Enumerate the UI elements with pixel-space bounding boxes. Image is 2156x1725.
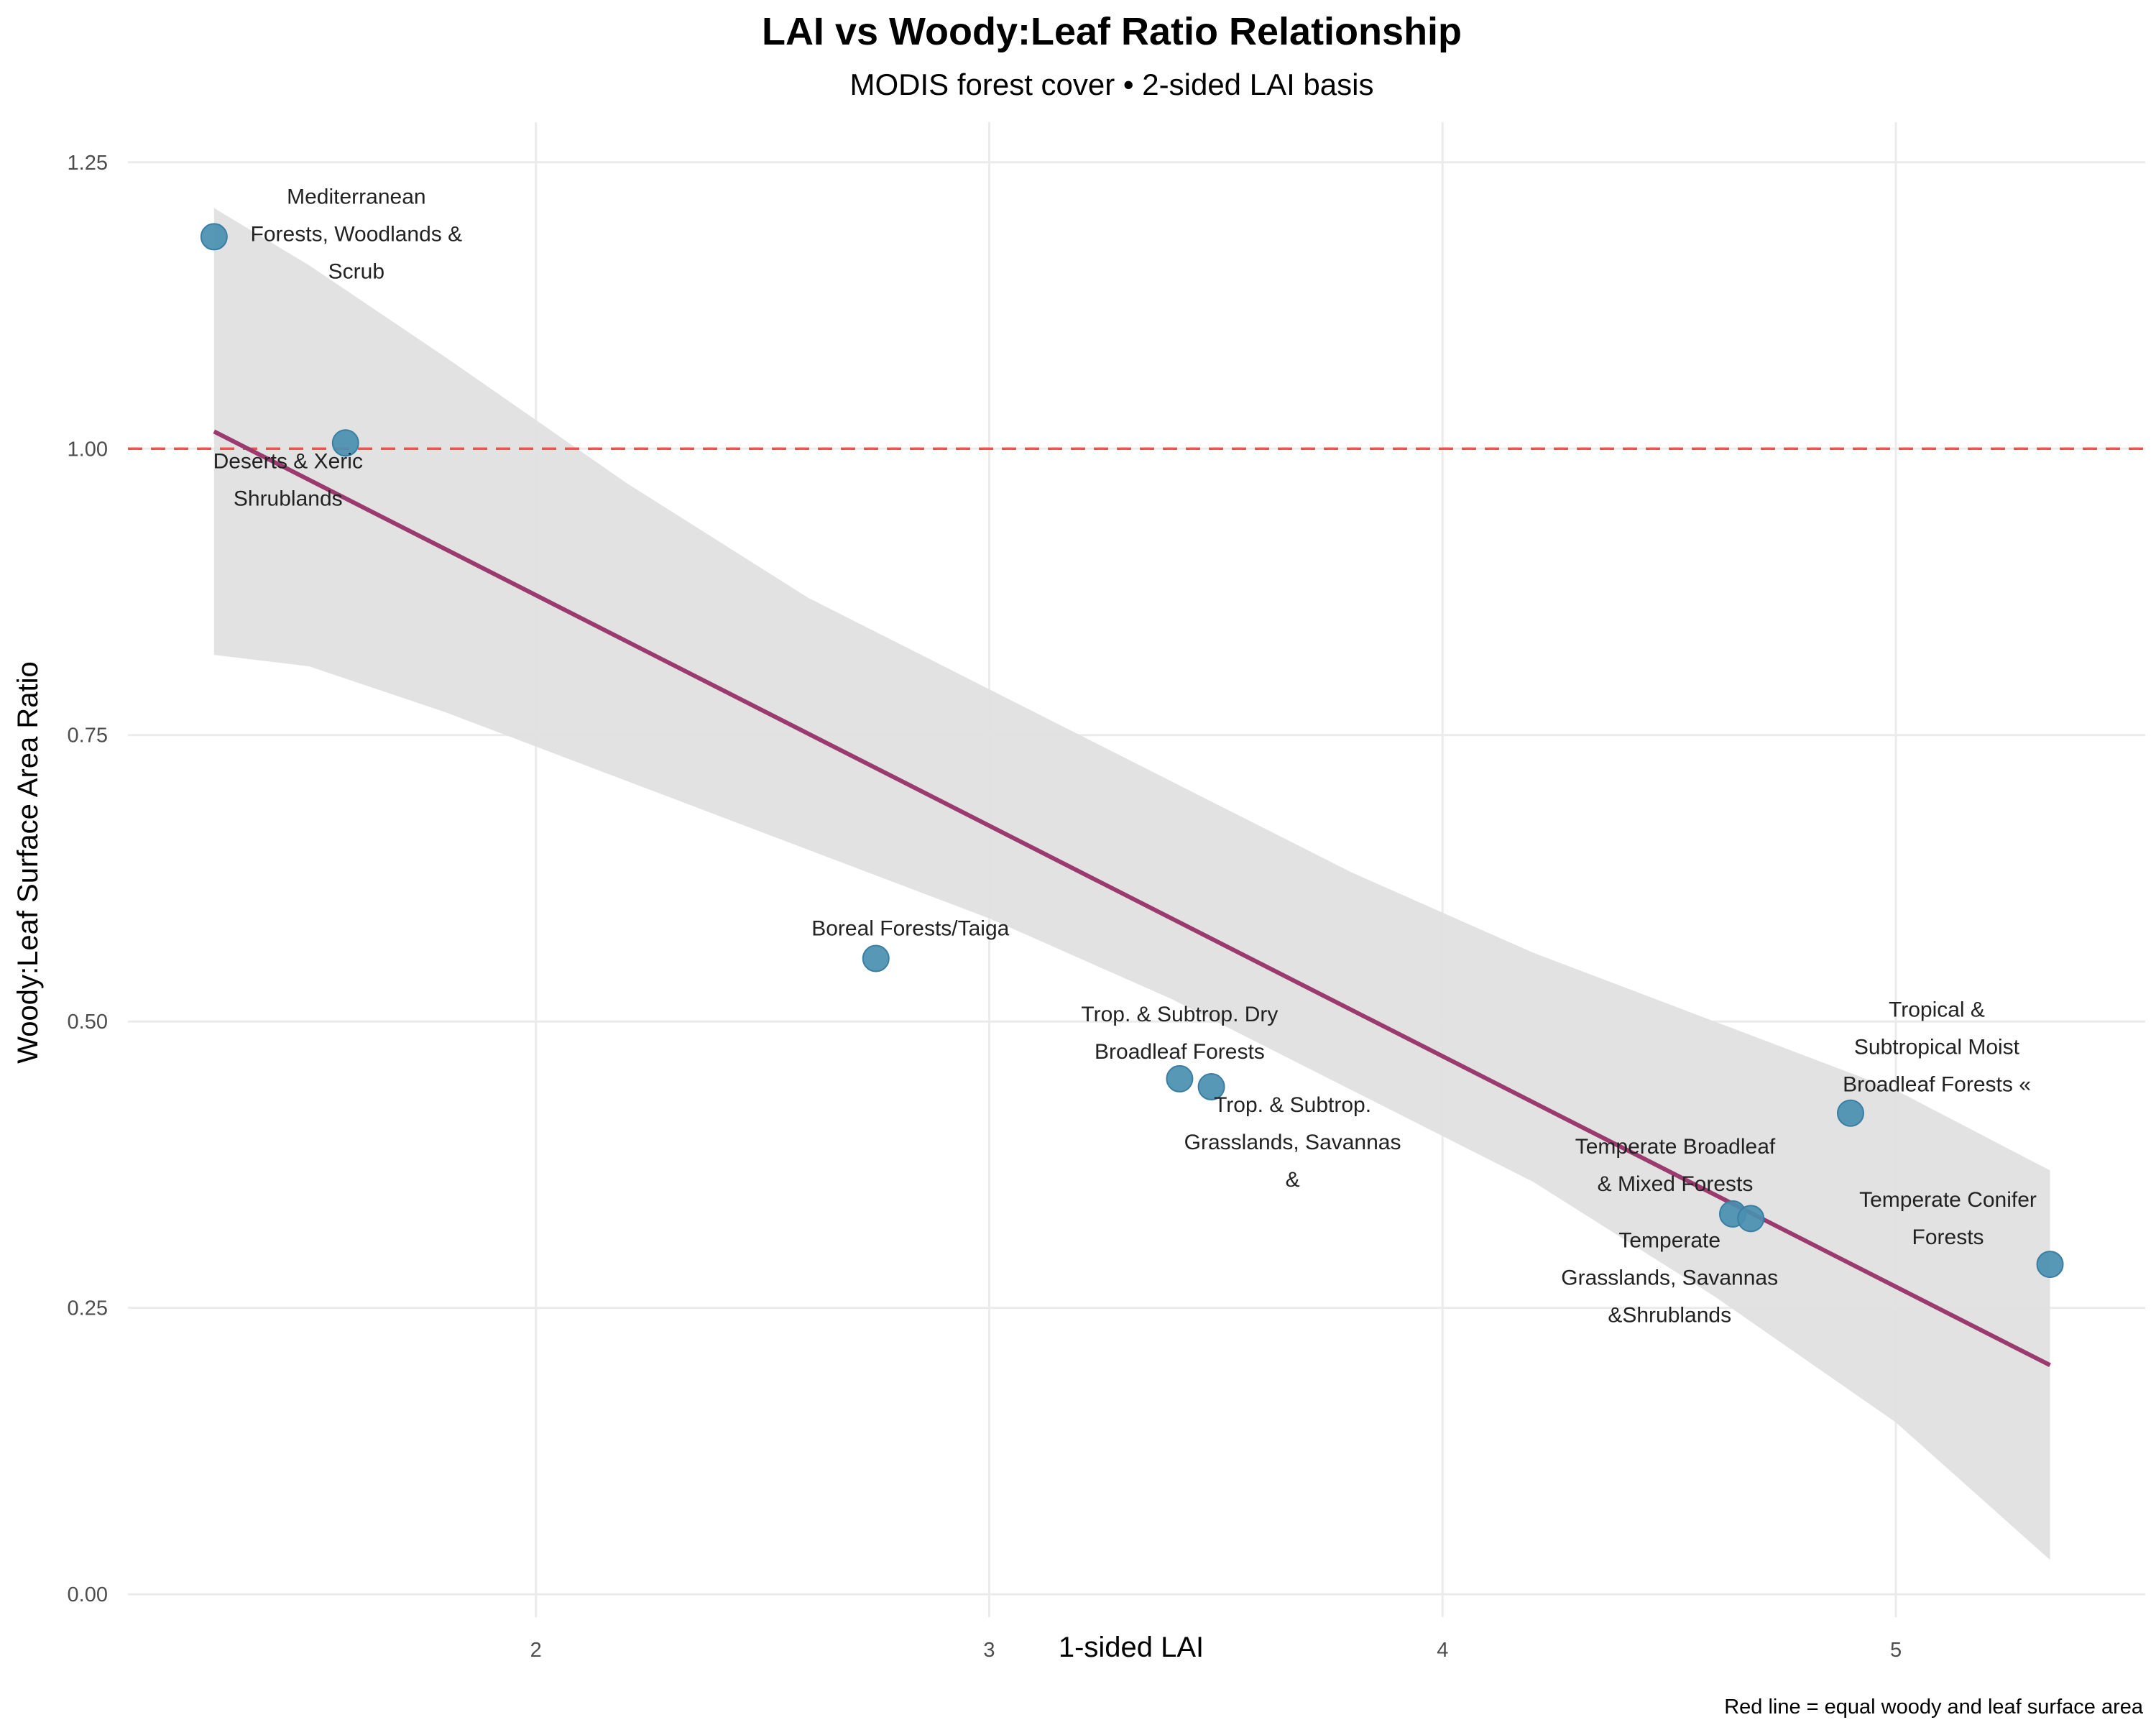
point-label: Deserts & Xeric Shrublands <box>213 449 363 510</box>
point-label: Temperate Grasslands, Savannas &Shrublands <box>1561 1228 1778 1327</box>
y-tick-label: 0.75 <box>68 724 108 748</box>
point-label-line: Scrub <box>328 259 384 283</box>
point-label-line: Temperate Broadleaf <box>1575 1135 1776 1159</box>
data-point <box>200 223 228 251</box>
data-point <box>1836 1099 1864 1127</box>
point-labels: Mediterranean Forests, Woodlands & Scrub De… <box>213 185 2037 1327</box>
point-label-line: &Shrublands <box>1608 1303 1731 1327</box>
point-label-line: Trop. & Subtrop. Dry <box>1081 1003 1278 1026</box>
point-label: Tropical & Subtropical Moist Broadleaf For… <box>1843 998 2031 1097</box>
trend-line-layer <box>213 429 2051 1368</box>
x-tick-label: 3 <box>983 1639 995 1662</box>
point-label-line: Trop. & Subtrop. <box>1214 1093 1371 1117</box>
point-label-line: Subtropical Moist <box>1854 1036 2020 1059</box>
point-label-line: Forests, Woodlands & <box>251 222 463 246</box>
data-point <box>1197 1073 1225 1101</box>
confidence-band-layer <box>213 208 2050 1560</box>
y-axis-label: Woody:Leaf Surface Area Ratio <box>12 661 44 1064</box>
chart-caption: Red line = equal woody and leaf surface … <box>1724 1696 2144 1719</box>
point-label-line: Broadleaf Forests <box>1095 1040 1265 1064</box>
data-point <box>1166 1064 1194 1092</box>
axis-ticks: 2 3 4 5 0.00 0.25 0.50 0.75 1.00 1.25 <box>68 152 1902 1662</box>
data-point <box>331 429 359 457</box>
x-tick-label: 5 <box>1890 1639 1902 1662</box>
point-label: Trop. & Subtrop. Grasslands, Savannas & <box>1184 1093 1401 1192</box>
confidence-band <box>213 208 2050 1560</box>
data-points <box>200 223 2064 1279</box>
data-point <box>862 944 890 972</box>
x-tick-label: 2 <box>530 1639 542 1662</box>
point-label: Trop. & Subtrop. Dry Broadleaf Forests <box>1081 1003 1278 1064</box>
point-label: Boreal Forests/Taiga <box>811 917 1009 941</box>
point-label-line: Grasslands, Savannas <box>1184 1131 1401 1154</box>
x-axis-label: 1-sided LAI <box>1059 1632 1204 1663</box>
chart-title: LAI vs Woody:Leaf Ratio Relationship <box>762 10 1462 53</box>
trend-line <box>213 429 2051 1368</box>
point-label-line: Tropical & <box>1889 998 1985 1022</box>
point-label: Temperate Conifer Forests <box>1859 1188 2037 1249</box>
point-label-line: Deserts & Xeric <box>213 449 363 473</box>
y-tick-label: 1.25 <box>68 152 108 175</box>
grid <box>128 122 2145 1617</box>
y-tick-label: 1.00 <box>68 438 108 461</box>
chart-subtitle: MODIS forest cover • 2-sided LAI basis <box>850 68 1374 101</box>
point-label-line: & Mixed Forests <box>1598 1172 1754 1196</box>
x-tick-label: 4 <box>1437 1639 1448 1662</box>
point-label-line: Broadleaf Forests « <box>1843 1073 2031 1097</box>
point-label: Temperate Broadleaf & Mixed Forests <box>1575 1135 1776 1196</box>
point-label-line: Temperate Conifer <box>1859 1188 2037 1212</box>
data-point <box>1737 1205 1765 1233</box>
point-label: Mediterranean Forests, Woodlands & Scrub <box>251 185 463 283</box>
point-label-line: Temperate <box>1618 1228 1720 1252</box>
y-tick-label: 0.25 <box>68 1297 108 1320</box>
data-point <box>2036 1251 2064 1279</box>
y-tick-label: 0.50 <box>68 1011 108 1034</box>
point-label-line: Shrublands <box>234 487 343 510</box>
point-label-line: Mediterranean <box>287 185 425 208</box>
point-label-line: & <box>1286 1168 1300 1192</box>
point-label-line: Grasslands, Savannas <box>1561 1266 1778 1289</box>
y-tick-label: 0.00 <box>68 1583 108 1606</box>
point-label-line: Boreal Forests/Taiga <box>811 917 1009 941</box>
point-label-line: Forests <box>1912 1225 1984 1249</box>
